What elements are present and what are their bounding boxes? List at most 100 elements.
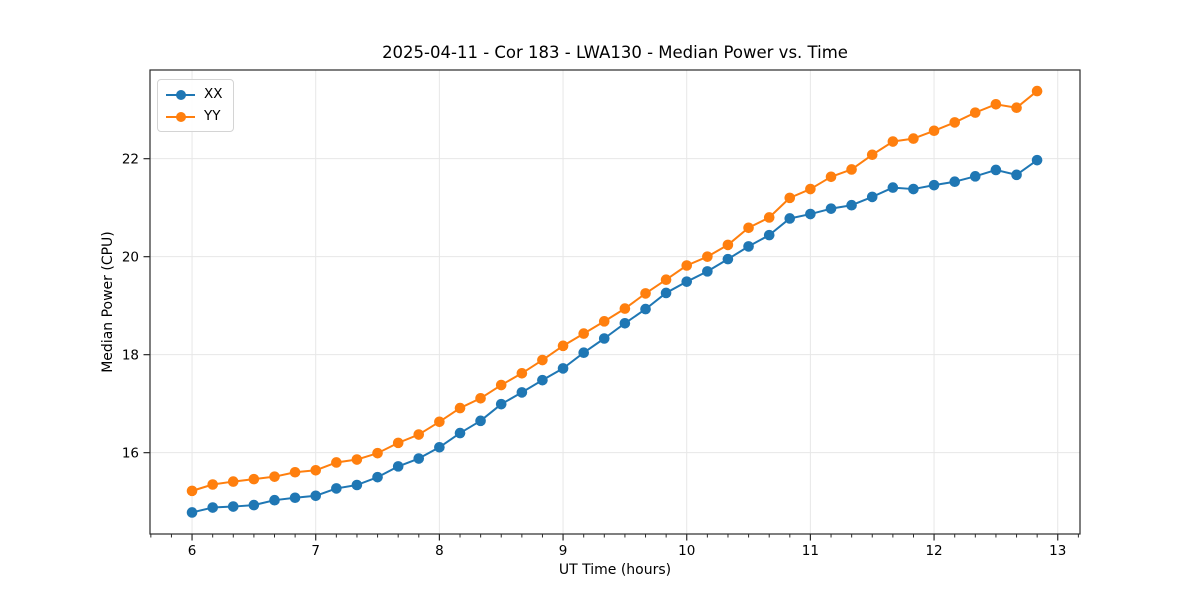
x-tick-label: 12 [925, 543, 942, 559]
data-point-yy [351, 454, 363, 465]
data-point-xx [805, 208, 816, 220]
data-point-xx [454, 427, 466, 439]
x-tick-label: 13 [1049, 543, 1066, 559]
data-point-xx [949, 176, 961, 188]
data-point-xx [351, 479, 363, 491]
data-point-yy [310, 465, 322, 476]
data-point-xx [825, 203, 837, 214]
data-point-yy [207, 479, 218, 490]
legend: XX YY [157, 79, 234, 132]
x-tick-label: 10 [678, 543, 695, 559]
legend-item-xx: XX [166, 84, 223, 105]
data-point-xx [1011, 169, 1022, 181]
y-tick-label: 16 [122, 445, 139, 461]
data-point-xx [413, 453, 425, 464]
chart-title: 2025-04-11 - Cor 183 - LWA130 - Median P… [382, 43, 848, 62]
data-point-xx [269, 494, 280, 506]
data-point-xx [495, 398, 507, 410]
data-point-xx [743, 241, 754, 252]
data-point-xx [392, 461, 404, 472]
data-point-xx [248, 499, 260, 511]
data-point-xx [866, 191, 878, 203]
x-tick-label: 9 [559, 543, 568, 559]
data-point-yy [413, 429, 425, 440]
data-point-xx [186, 507, 198, 518]
x-tick-label: 11 [802, 543, 819, 559]
data-point-xx [887, 182, 899, 193]
legend-label-xx: XX [204, 85, 223, 102]
legend-item-yy: YY [166, 106, 223, 127]
data-point-xx [660, 287, 672, 299]
data-point-yy [887, 136, 899, 147]
x-tick-label: 6 [188, 543, 197, 559]
y-tick-label: 20 [122, 249, 139, 265]
data-point-xx [310, 490, 322, 502]
data-point-yy [825, 171, 837, 183]
legend-label-yy: YY [204, 107, 221, 124]
data-point-xx [908, 183, 919, 195]
data-point-xx [763, 229, 775, 241]
data-point-yy [186, 485, 198, 497]
data-point-yy [681, 260, 693, 271]
data-point-yy [434, 416, 445, 428]
series-line-xx [191, 159, 1039, 514]
data-point-yy [908, 133, 919, 144]
data-point-yy [1011, 102, 1022, 114]
data-point-xx [990, 164, 1002, 176]
data-point-yy [578, 328, 590, 339]
data-point-yy [475, 392, 486, 404]
data-point-xx [372, 471, 383, 483]
data-point-yy [269, 471, 280, 482]
data-point-yy [1031, 85, 1043, 97]
y-tick-label: 22 [122, 151, 139, 167]
data-point-xx [722, 253, 734, 265]
data-point-yy [784, 192, 796, 204]
data-point-xx [227, 501, 239, 512]
data-point-yy [949, 117, 961, 128]
data-point-yy [928, 125, 940, 137]
data-point-yy [392, 437, 404, 449]
data-point-yy [743, 222, 754, 234]
legend-marker-yy-icon [166, 111, 195, 123]
data-point-xx [537, 374, 548, 386]
data-point-yy [495, 379, 507, 391]
data-point-yy [619, 303, 631, 314]
y-axis-label: Median Power (CPU) [100, 231, 116, 373]
data-point-xx [928, 179, 940, 191]
x-tick-label: 7 [311, 543, 320, 559]
data-point-xx [702, 266, 713, 277]
data-point-yy [227, 476, 239, 487]
data-point-yy [557, 340, 569, 352]
data-point-yy [722, 239, 734, 251]
data-point-yy [454, 402, 466, 414]
data-point-yy [289, 466, 301, 478]
data-point-xx [846, 199, 857, 211]
data-point-xx [578, 347, 590, 359]
data-point-xx [557, 363, 569, 374]
y-tick-label: 18 [122, 347, 139, 363]
data-point-yy [990, 99, 1002, 110]
data-point-xx [969, 171, 981, 182]
plot-frame [149, 69, 1081, 535]
data-point-yy [516, 367, 528, 379]
x-axis-label: UT Time (hours) [558, 562, 672, 578]
data-point-xx [207, 502, 218, 513]
data-point-yy [640, 288, 651, 299]
data-point-yy [372, 447, 383, 459]
data-point-yy [805, 183, 816, 195]
data-point-yy [763, 212, 775, 223]
data-point-xx [289, 492, 301, 504]
data-point-xx [475, 415, 486, 427]
data-point-yy [660, 274, 672, 286]
data-point-xx [598, 333, 610, 344]
data-point-yy [866, 149, 878, 161]
data-point-xx [619, 318, 631, 329]
data-point-xx [331, 483, 342, 494]
data-point-yy [969, 107, 981, 118]
data-point-yy [537, 354, 548, 366]
data-point-yy [846, 164, 857, 175]
series-line-yy [191, 90, 1039, 492]
x-tick-label: 8 [435, 543, 444, 559]
